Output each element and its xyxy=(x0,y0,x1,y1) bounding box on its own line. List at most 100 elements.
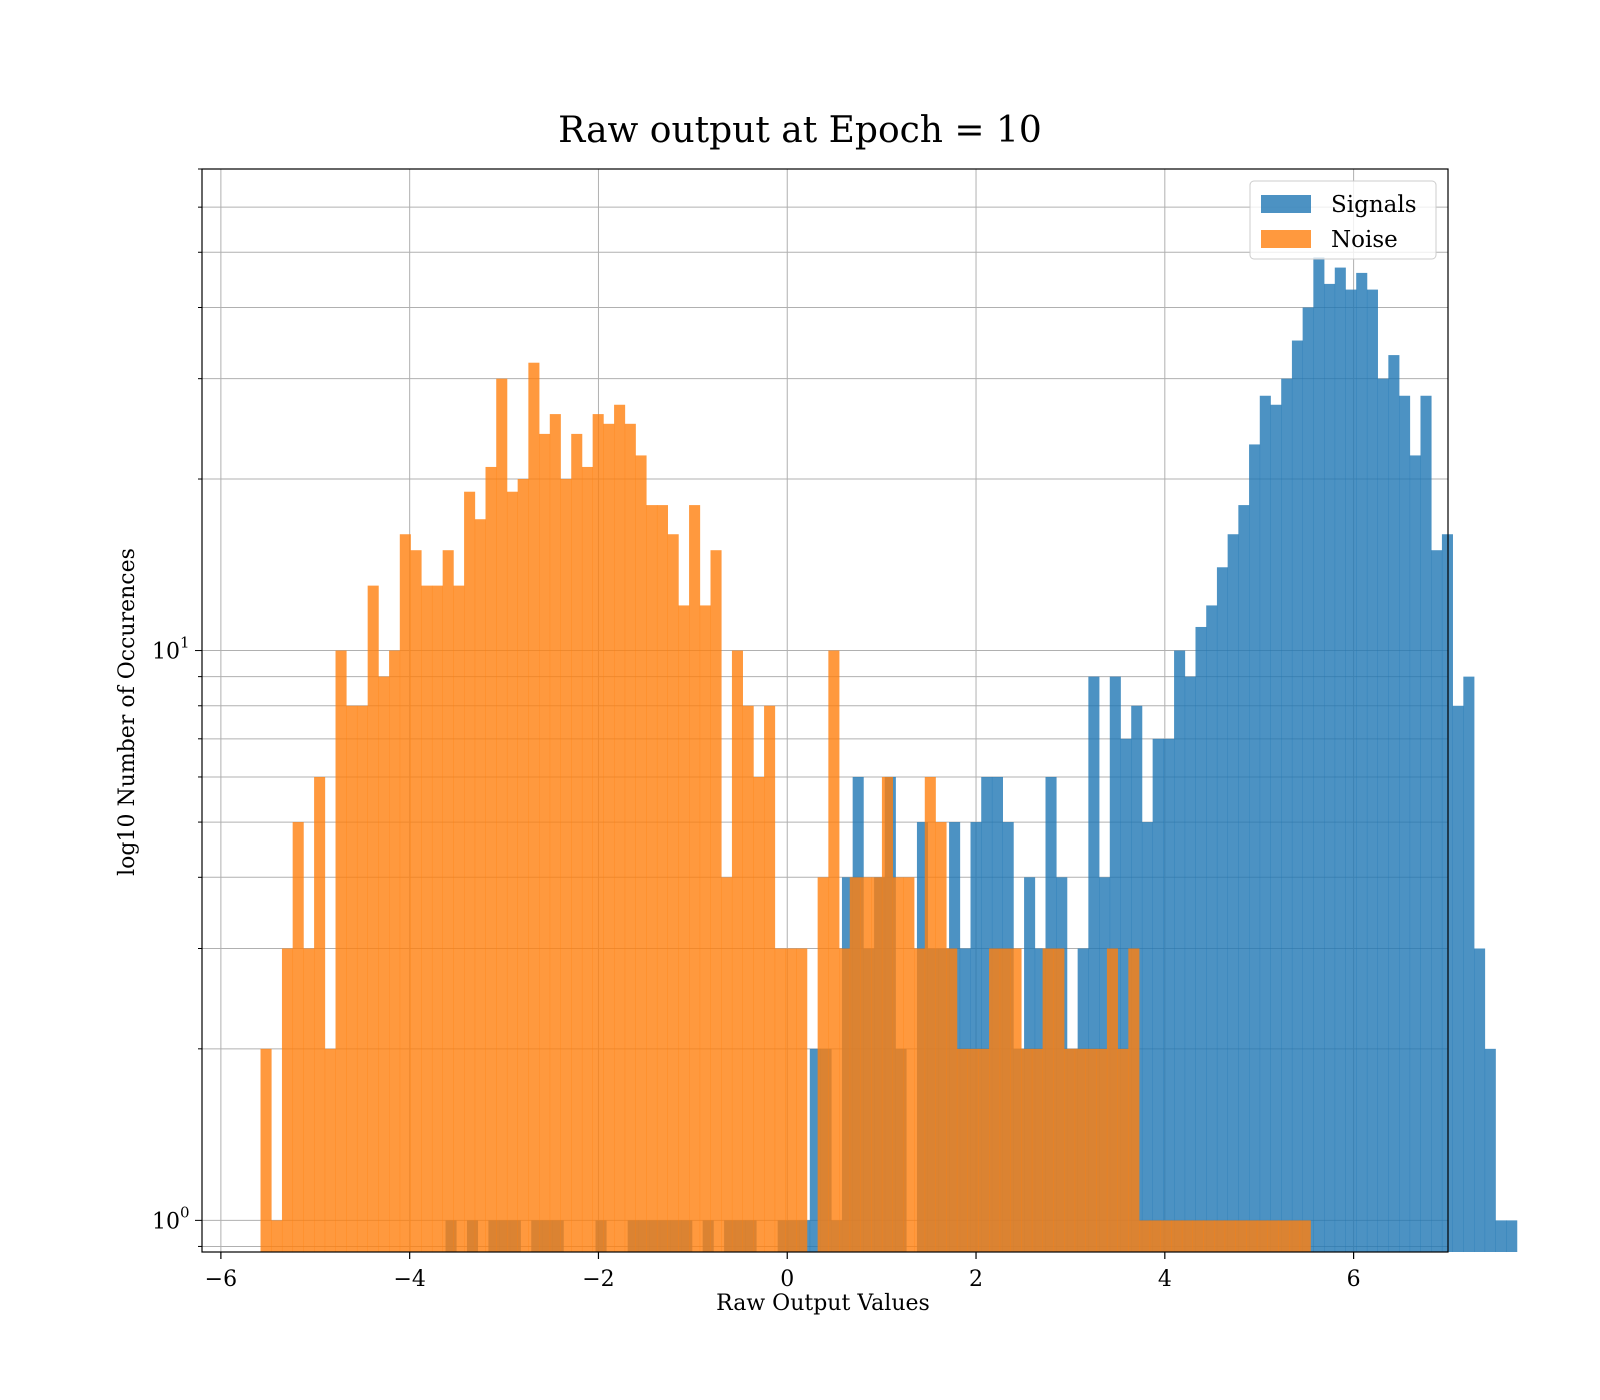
bar-noise xyxy=(421,585,433,1252)
bar-signals xyxy=(1302,307,1314,1253)
bar-signals xyxy=(1463,676,1475,1252)
bar-noise xyxy=(1299,1220,1311,1252)
bar-signals xyxy=(1174,650,1186,1252)
y-tick-label-base: 10 xyxy=(152,640,180,665)
bar-noise xyxy=(699,605,711,1252)
bar-noise xyxy=(721,877,733,1252)
bar-signals xyxy=(1184,676,1196,1252)
bar-noise xyxy=(710,550,722,1252)
chart-title: Raw output at Epoch = 10 xyxy=(558,110,1042,151)
bar-noise xyxy=(1235,1220,1247,1252)
bar-noise xyxy=(399,534,411,1252)
bar-noise xyxy=(646,505,658,1253)
bar-noise xyxy=(1149,1220,1161,1252)
legend-swatch-signals xyxy=(1261,195,1311,213)
bar-noise xyxy=(410,550,422,1252)
bar-noise xyxy=(989,948,1001,1252)
bar-noise xyxy=(1246,1220,1258,1252)
bar-noise xyxy=(442,550,454,1252)
y-tick-label-base: 10 xyxy=(152,1209,180,1234)
bar-signals xyxy=(1313,257,1325,1253)
bar-signals xyxy=(1377,378,1389,1253)
bar-noise xyxy=(935,822,947,1252)
bars xyxy=(260,257,1518,1253)
bar-noise xyxy=(1203,1220,1215,1252)
bar-noise xyxy=(571,433,583,1253)
bar-noise xyxy=(517,479,529,1252)
legend: Signals Noise xyxy=(1249,180,1437,260)
bar-signals xyxy=(809,1048,821,1252)
bar-signals xyxy=(1506,1220,1518,1252)
bar-noise xyxy=(367,585,379,1252)
bar-signals xyxy=(1452,705,1464,1252)
bar-noise xyxy=(592,414,604,1253)
x-tick-label: 2 xyxy=(969,1267,983,1292)
bar-noise xyxy=(1074,1048,1086,1252)
y-axis-label: log10 Number of Occurences xyxy=(115,548,140,876)
bar-noise xyxy=(903,877,915,1252)
bar-noise xyxy=(1224,1220,1236,1252)
bar-noise xyxy=(506,491,519,1253)
bar-noise xyxy=(978,1048,990,1252)
bar-noise xyxy=(817,877,829,1252)
bar-noise xyxy=(849,877,861,1252)
bar-noise xyxy=(635,455,647,1252)
bar-noise xyxy=(1128,948,1140,1252)
bar-noise xyxy=(956,1048,968,1252)
bar-noise xyxy=(1053,948,1065,1252)
bar-noise xyxy=(667,534,679,1252)
bar-noise xyxy=(1139,1220,1151,1252)
bar-noise xyxy=(324,1048,336,1252)
bar-signals xyxy=(1484,1048,1496,1252)
bar-signals xyxy=(1152,738,1164,1252)
bar-noise xyxy=(260,1048,272,1252)
bar-noise xyxy=(796,948,808,1252)
plot-frame xyxy=(201,168,1449,1253)
bar-noise xyxy=(881,776,893,1252)
bar-noise xyxy=(764,705,776,1252)
bar-noise xyxy=(753,776,765,1252)
bar-signals xyxy=(1366,289,1378,1252)
y-tick-label-exponent: 1 xyxy=(180,634,190,652)
bar-noise xyxy=(346,705,358,1252)
bar-noise xyxy=(999,948,1011,1252)
bar-signals xyxy=(970,822,982,1252)
bar-signals xyxy=(1356,272,1368,1252)
x-tick-label: −4 xyxy=(393,1267,425,1292)
bar-noise xyxy=(1160,1220,1172,1252)
bar-signals xyxy=(1495,1220,1507,1252)
bar-noise xyxy=(528,362,540,1253)
bar-noise xyxy=(378,676,390,1252)
y-tick-label: 101 xyxy=(152,634,190,665)
bar-signals xyxy=(1324,283,1336,1252)
bar-noise xyxy=(314,776,326,1252)
bar-noise xyxy=(1278,1220,1290,1252)
bar-noise xyxy=(1085,1048,1097,1252)
bar-signals xyxy=(1388,355,1400,1252)
bar-signals xyxy=(1227,534,1239,1252)
bar-signals xyxy=(1141,822,1153,1252)
bar-noise xyxy=(356,705,369,1252)
bar-noise xyxy=(785,948,797,1252)
bar-noise xyxy=(581,466,593,1252)
bar-noise xyxy=(292,822,304,1252)
bar-noise xyxy=(967,1048,979,1252)
x-tick-label: −6 xyxy=(205,1267,237,1292)
bar-noise xyxy=(731,650,743,1252)
legend-label-signals: Signals xyxy=(1331,192,1417,218)
bar-signals xyxy=(1120,738,1132,1252)
bar-noise xyxy=(1214,1220,1226,1252)
bar-signals xyxy=(1270,404,1282,1252)
bar-noise xyxy=(871,877,883,1252)
bar-signals xyxy=(1088,676,1100,1252)
bar-signals xyxy=(1238,505,1250,1253)
bar-noise xyxy=(389,650,401,1252)
bar-noise xyxy=(1042,948,1054,1252)
bar-noise xyxy=(924,776,936,1252)
bar-signals xyxy=(1195,626,1207,1252)
bar-signals xyxy=(1259,395,1271,1253)
bar-noise xyxy=(624,423,636,1252)
bar-noise xyxy=(431,585,444,1252)
bar-signals xyxy=(1206,605,1218,1252)
